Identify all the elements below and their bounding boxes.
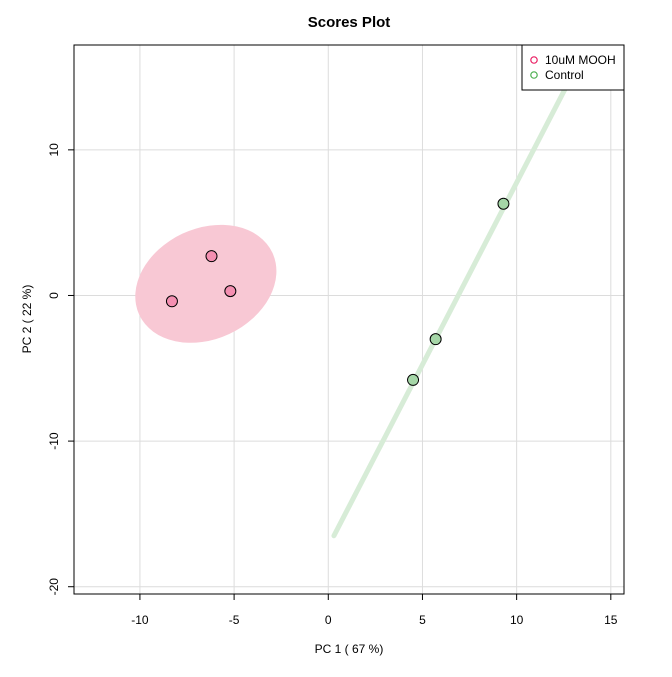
data-point (407, 373, 420, 386)
y-tick-label: -10 (47, 432, 61, 450)
x-tick-label: -5 (229, 613, 240, 627)
x-tick-label: 0 (325, 613, 332, 627)
x-axis-label: PC 1 ( 67 %) (315, 642, 384, 656)
y-axis-label: PC 2 ( 22 %) (20, 285, 34, 354)
legend-box (521, 44, 625, 91)
y-tick-label: -20 (47, 578, 61, 596)
y-axis-ticks: -20 -10 0 10 (47, 143, 75, 596)
legend-label: Control (545, 68, 584, 82)
y-tick-label: 0 (47, 292, 61, 299)
x-tick-label: 10 (510, 613, 524, 627)
legend-marker (530, 71, 538, 79)
x-tick-label: 5 (419, 613, 426, 627)
data-point (205, 250, 218, 263)
data-points (165, 197, 510, 386)
data-point (165, 295, 178, 308)
data-point (429, 333, 442, 346)
x-axis-ticks: -10 -5 0 5 10 15 (131, 593, 618, 627)
data-point (497, 197, 510, 210)
legend-label: 10uM MOOH (545, 53, 616, 67)
confidence-regions (135, 81, 570, 539)
x-tick-label: 15 (604, 613, 618, 627)
y-tick-label: 10 (47, 143, 61, 157)
x-tick-label: -10 (131, 613, 149, 627)
confidence-ellipse (331, 81, 570, 539)
legend-marker (530, 56, 538, 64)
data-point (224, 285, 237, 298)
chart-title: Scores Plot (308, 14, 391, 31)
confidence-ellipse (135, 224, 277, 343)
